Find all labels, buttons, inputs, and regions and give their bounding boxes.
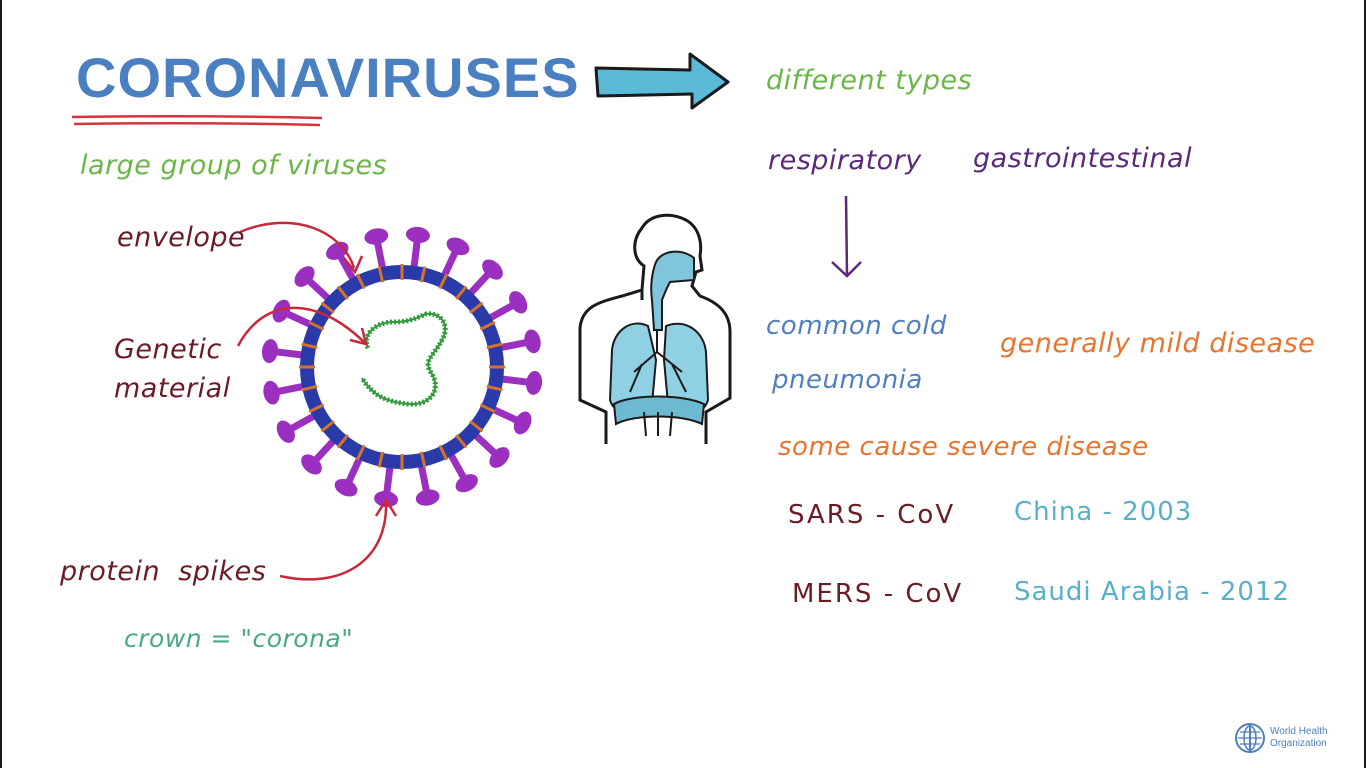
page-title: CORONAVIRUSES [76,46,580,109]
spike-head [301,454,322,475]
envelope-marker [469,420,484,433]
spike-stem [337,254,357,283]
spike-head [509,291,528,314]
pneumonia-label: pneumonia [772,365,923,395]
envelope-marker [469,301,484,314]
envelope-label: envelope [117,222,246,253]
spike-head [455,474,478,493]
envelope-marker [486,384,503,392]
envelope-marker [320,301,335,314]
down-arrow-icon [831,195,862,278]
spike-head [482,259,503,280]
spike-stem [345,455,364,484]
mers-origin-label: Saudi Arabia - 2012 [1014,577,1291,607]
subtitle: large group of viruses [80,150,388,181]
spike-head [405,226,430,244]
envelope-marker [455,434,468,449]
lungs-icon [608,250,710,437]
envelope-marker [355,444,366,461]
spike-stem [383,464,394,494]
spike-stem [276,382,306,395]
spike-stem [466,271,491,297]
spike-head [524,329,541,354]
respiratory-system-illustration [578,213,732,444]
envelope-marker [377,451,385,468]
envelope-marker [308,320,325,331]
spike-stem [499,375,529,386]
envelope-marker [308,403,325,414]
envelope-marker [336,434,349,449]
envelope-markers [299,264,505,470]
envelope-marker [455,285,468,300]
genetic-material-label: Genetic material [114,334,231,405]
types-heading: different types [766,65,973,96]
spike-head [263,380,280,405]
crown-label: crown = "corona" [124,624,354,653]
envelope-marker [486,342,503,350]
envelope-marker [419,451,427,468]
spike-head [525,370,543,395]
spikes-pointer-arrow-icon [279,497,398,581]
spike-head [364,228,389,245]
spike-stem [410,240,421,270]
envelope-marker [419,266,427,283]
spike-stem [440,250,459,279]
spike-head [513,411,532,435]
genetic-pointer-arrow-icon [236,306,368,347]
envelope-marker [301,384,318,392]
sars-label: SARS - CoV [788,500,956,530]
common-cold-label: common cold [766,311,947,341]
spike-stem [490,405,519,424]
sars-origin-label: China - 2003 [1014,497,1193,527]
spike-stem [486,302,515,322]
protein-spikes [261,226,543,508]
severe-disease-label: some cause severe disease [778,432,1149,462]
coronavirus-illustration [261,226,543,508]
envelope-marker [479,320,496,331]
envelope-marker [377,266,385,283]
mers-label: MERS - CoV [792,579,964,609]
spike-stem [306,278,332,303]
spike-head [261,339,279,364]
respiratory-label: respiratory [768,145,922,176]
spike-head [489,447,510,468]
spike-stem [447,451,467,480]
spike-stem [417,463,430,493]
spike-head [272,299,291,323]
protein-spikes-label: protein spikes [60,556,267,587]
spike-head [446,237,470,256]
spike-head [294,266,315,287]
envelope-marker [320,420,335,433]
spike-stem [313,437,338,463]
big-right-arrow-icon [594,52,730,110]
envelope-marker [301,342,318,350]
spike-head [415,489,440,506]
spike-stem [374,241,387,271]
spike-stem [472,431,498,456]
who-logo-text: World Health Organization [1270,726,1328,749]
spike-stem [285,310,314,329]
spike-head [276,420,295,443]
envelope-marker [355,273,366,290]
spike-stem [289,412,318,432]
envelope-marker [336,285,349,300]
title-underline [71,114,323,127]
who-emblem-icon [1235,723,1265,753]
mild-disease-label: generally mild disease [1000,328,1316,359]
envelope-marker [438,273,449,290]
envelope-pointer-arrow-icon [239,221,364,275]
gastrointestinal-label: gastrointestinal [973,143,1193,174]
spike-head [334,478,358,497]
spike-stem [498,339,528,352]
envelope-marker [479,403,496,414]
spike-stem [275,348,305,359]
envelope-marker [438,444,449,461]
